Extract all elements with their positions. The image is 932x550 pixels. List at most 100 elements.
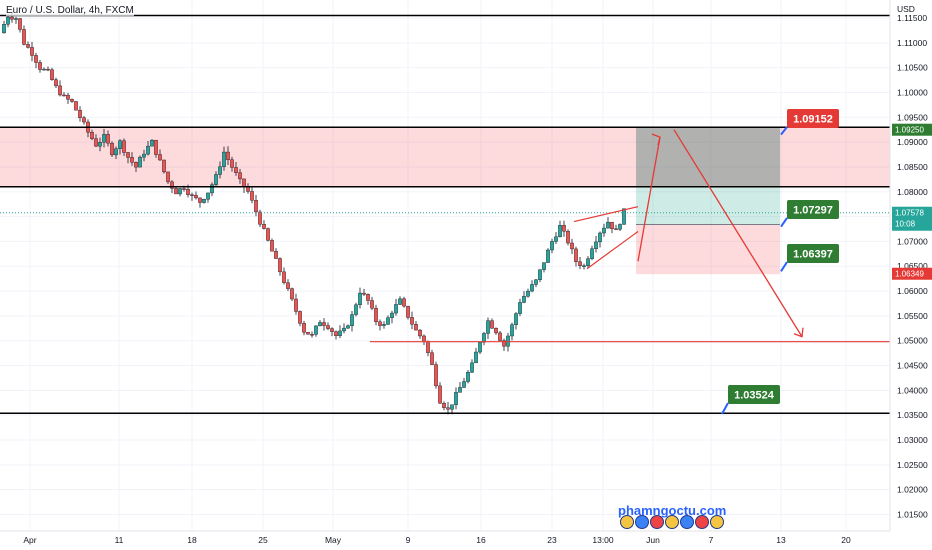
candle-body bbox=[14, 18, 18, 20]
callout-pointer bbox=[780, 261, 788, 272]
candle-body bbox=[74, 101, 78, 111]
x-tick-label: 18 bbox=[187, 535, 197, 545]
y-tick-label: 1.04500 bbox=[897, 361, 928, 371]
candle-body bbox=[458, 387, 462, 393]
candle-body bbox=[422, 335, 426, 343]
candle-body bbox=[562, 225, 566, 232]
candle-body bbox=[90, 132, 94, 139]
axis-price-marker-text: 1.09250 bbox=[895, 126, 924, 135]
candle-body bbox=[398, 298, 402, 305]
candle-body bbox=[22, 29, 26, 45]
candle-body bbox=[618, 224, 622, 230]
profit-zone bbox=[636, 127, 780, 225]
candle-body bbox=[34, 55, 38, 63]
price-callout-text: 1.06397 bbox=[793, 249, 833, 261]
x-tick-label: 9 bbox=[406, 535, 411, 545]
x-tick-label: 13:00 bbox=[592, 535, 614, 545]
y-tick-label: 1.11500 bbox=[897, 13, 927, 23]
candle-body bbox=[546, 249, 550, 263]
x-tick-label: 16 bbox=[476, 535, 486, 545]
candle-body bbox=[230, 159, 234, 168]
candle-body bbox=[610, 221, 614, 229]
projection-up-arrow bbox=[637, 137, 661, 262]
current-price-text: 1.07578 bbox=[895, 209, 924, 218]
candle-body bbox=[606, 221, 610, 229]
candle-body bbox=[170, 181, 174, 189]
candle-body bbox=[314, 325, 318, 335]
projection-down-arrow bbox=[673, 129, 803, 338]
candle-body bbox=[146, 145, 150, 155]
candle-body bbox=[30, 47, 34, 56]
candle-body bbox=[150, 139, 154, 147]
candle-body bbox=[486, 320, 490, 334]
candle-body bbox=[110, 142, 114, 156]
candle-body bbox=[306, 332, 310, 335]
candle-body bbox=[334, 331, 338, 336]
candle-body bbox=[466, 371, 470, 382]
candle-body bbox=[366, 294, 370, 301]
candle-body bbox=[254, 200, 258, 213]
y-tick-label: 1.03500 bbox=[897, 410, 928, 420]
candle-body bbox=[290, 288, 294, 300]
candle-body bbox=[362, 292, 366, 295]
x-tick-label: 13 bbox=[776, 535, 786, 545]
candlestick-series bbox=[2, 11, 626, 415]
watermark-logo: phamngoctu.com bbox=[618, 503, 727, 518]
candle-body bbox=[302, 323, 306, 333]
candle-body bbox=[350, 314, 354, 326]
axis-currency: USD bbox=[897, 4, 915, 14]
candle-body bbox=[482, 333, 486, 343]
y-tick-label: 1.09000 bbox=[897, 137, 928, 147]
price-callout bbox=[787, 244, 839, 263]
candle-body bbox=[518, 302, 522, 314]
y-tick-label: 1.08500 bbox=[897, 162, 928, 172]
candle-body bbox=[62, 94, 66, 97]
candle-body bbox=[342, 327, 346, 332]
candle-body bbox=[58, 85, 62, 96]
candle-body bbox=[414, 324, 418, 331]
candle-body bbox=[346, 325, 350, 329]
x-tick-label: May bbox=[325, 535, 342, 545]
candle-body bbox=[226, 151, 230, 160]
candle-body bbox=[246, 186, 250, 192]
time-axis: Apr 11 18 25 May 9 16 23 13:00 Jun 7 13 20 bbox=[0, 530, 890, 545]
y-tick-label: 1.10500 bbox=[897, 63, 928, 73]
candle-body bbox=[470, 362, 474, 373]
y-tick-label: 1.02500 bbox=[897, 460, 928, 470]
price-callout-text: 1.07297 bbox=[793, 205, 833, 217]
candle-body bbox=[570, 242, 574, 250]
candle-body bbox=[542, 262, 546, 270]
candle-body bbox=[582, 265, 586, 267]
candle-body bbox=[614, 228, 618, 230]
y-tick-label: 1.09500 bbox=[897, 112, 928, 122]
candle-body bbox=[402, 298, 406, 307]
y-tick-label: 1.01500 bbox=[897, 509, 928, 519]
candle-body bbox=[190, 194, 194, 196]
axis-price-marker-text: 1.06349 bbox=[895, 270, 924, 279]
candle-body bbox=[198, 197, 202, 203]
candle-body bbox=[450, 404, 454, 410]
candle-body bbox=[514, 313, 518, 325]
candle-body bbox=[214, 174, 218, 185]
x-tick-label: 23 bbox=[547, 535, 557, 545]
candle-body bbox=[406, 305, 410, 318]
y-tick-label: 1.03000 bbox=[897, 435, 928, 445]
candle-body bbox=[182, 188, 186, 190]
candle-body bbox=[318, 322, 322, 327]
y-tick-label: 1.06000 bbox=[897, 286, 928, 296]
y-tick-label: 1.08000 bbox=[897, 187, 928, 197]
candle-body bbox=[6, 16, 10, 25]
candle-body bbox=[114, 148, 118, 156]
candle-body bbox=[426, 341, 430, 353]
axis-price-marker bbox=[892, 123, 932, 136]
candle-body bbox=[574, 248, 578, 262]
price-callout bbox=[728, 385, 780, 404]
price-callout-text: 1.03524 bbox=[734, 390, 775, 402]
candle-body bbox=[622, 208, 626, 225]
candle-body bbox=[330, 328, 334, 332]
candle-body bbox=[586, 258, 590, 266]
candle-body bbox=[554, 236, 558, 242]
candle-body bbox=[270, 240, 274, 252]
supply-zone bbox=[0, 127, 890, 187]
